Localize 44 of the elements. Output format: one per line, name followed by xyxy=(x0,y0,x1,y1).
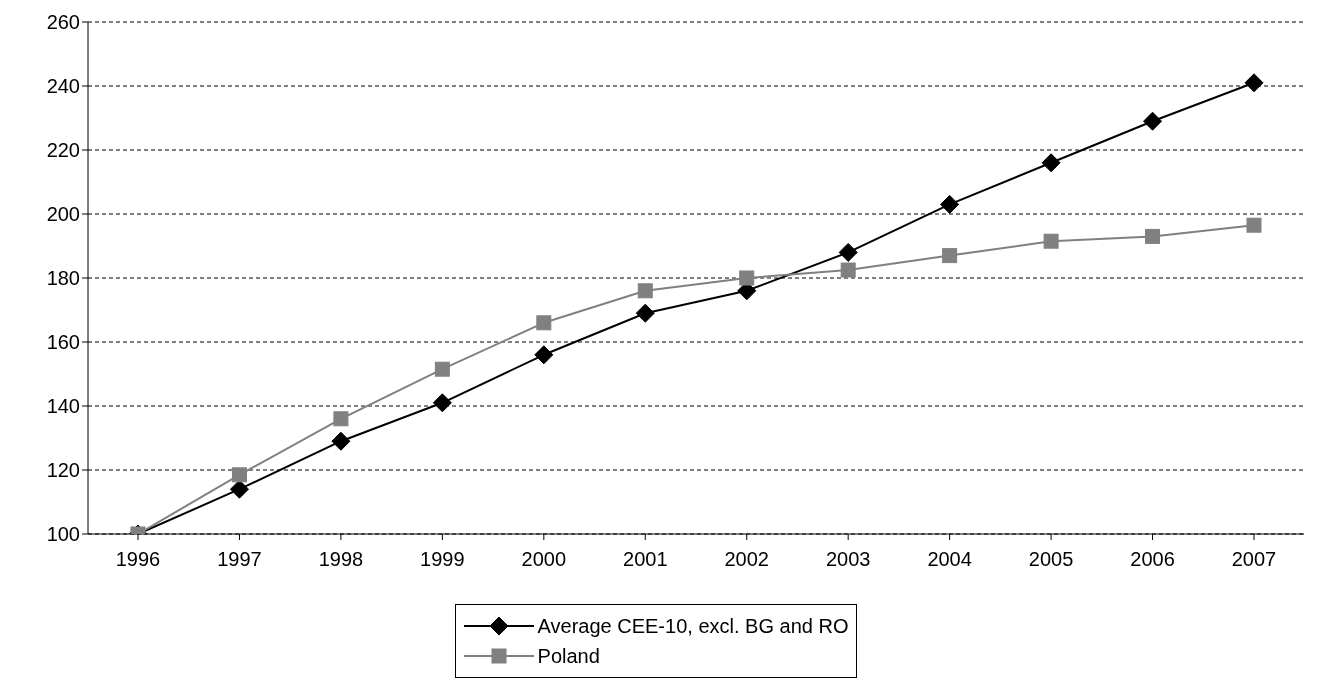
y-tick-label: 180 xyxy=(46,267,80,290)
y-tick-label: 260 xyxy=(46,11,80,34)
point xyxy=(1244,73,1264,93)
x-tick-label: 2007 xyxy=(1231,548,1277,571)
point xyxy=(1043,233,1059,249)
y-tick-label: 120 xyxy=(46,459,80,482)
legend-label: Poland xyxy=(537,644,600,668)
point xyxy=(940,194,960,214)
y-tick-label: 140 xyxy=(46,395,80,418)
point xyxy=(434,361,450,377)
y-tick-label: 160 xyxy=(46,331,80,354)
x-tick-label: 2003 xyxy=(825,548,871,571)
point xyxy=(432,393,452,413)
y-tick-label: 200 xyxy=(46,203,80,226)
x-tick-label: 2004 xyxy=(927,548,972,571)
x-tick-label: 1996 xyxy=(115,548,161,571)
x-tick-label: 1997 xyxy=(217,548,262,571)
x-tick-label: 1999 xyxy=(420,548,465,571)
point xyxy=(331,431,351,451)
y-tick-label: 220 xyxy=(46,139,80,162)
point xyxy=(229,479,249,499)
x-tick-label: 1998 xyxy=(318,548,364,571)
x-tick-label: 2000 xyxy=(521,548,567,571)
point xyxy=(1246,217,1262,233)
point xyxy=(1145,228,1161,244)
x-tick-label: 2001 xyxy=(623,548,668,571)
legend-label: Average CEE-10, excl. BG and RO xyxy=(537,614,849,638)
point xyxy=(1143,111,1163,131)
point xyxy=(231,467,247,483)
point xyxy=(635,303,655,323)
point xyxy=(942,248,958,264)
point xyxy=(838,242,858,262)
point xyxy=(739,270,755,286)
point xyxy=(637,283,653,299)
y-tick-label: 240 xyxy=(46,75,80,98)
x-tick-label: 2002 xyxy=(724,548,769,571)
point xyxy=(534,345,554,365)
point xyxy=(333,411,349,427)
x-tick-label: 2005 xyxy=(1028,548,1074,571)
x-tick-label: 2006 xyxy=(1130,548,1175,571)
point xyxy=(1041,153,1061,173)
y-tick-label: 100 xyxy=(46,523,80,546)
point xyxy=(840,262,856,278)
point xyxy=(536,315,552,331)
